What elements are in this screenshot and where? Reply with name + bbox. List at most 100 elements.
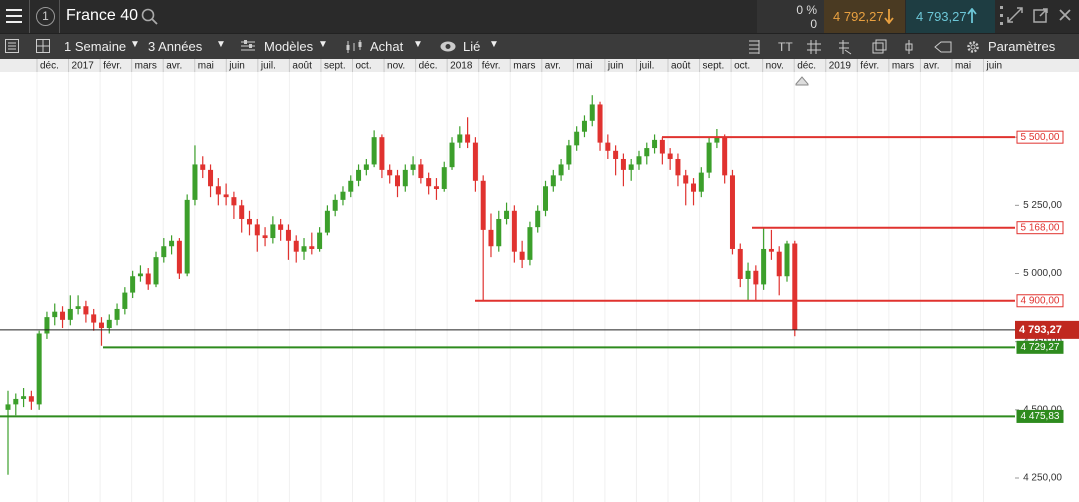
candle-body: [52, 311, 58, 318]
candle-body: [36, 333, 42, 405]
candle-body: [480, 180, 486, 230]
candle-body: [106, 319, 112, 329]
time-label: juin: [607, 61, 624, 72]
time-label: avr.: [923, 61, 939, 72]
settings-icon[interactable]: [966, 40, 980, 54]
candle-body: [441, 167, 447, 189]
settings[interactable]: Paramètres: [988, 39, 1056, 54]
candle-body: [169, 240, 175, 247]
candle-body: [278, 224, 284, 230]
time-label: mars: [892, 61, 914, 72]
dropdown[interactable]: ▼: [318, 39, 328, 50]
level-label: 4 900,00: [1021, 295, 1060, 306]
time-label: mai: [576, 61, 592, 72]
candle-body: [379, 137, 385, 170]
time-label: juin: [986, 61, 1003, 72]
eye-icon[interactable]: [440, 41, 456, 52]
candle-body: [472, 142, 478, 181]
last-price-tag: [1015, 320, 1079, 339]
candle-body: [597, 104, 603, 143]
window-icons[interactable]: [998, 0, 1079, 33]
candle-body: [558, 164, 564, 176]
dropdown[interactable]: ▼: [216, 39, 226, 50]
candle-body: [223, 194, 229, 198]
time-label: 2018: [450, 61, 473, 72]
candle-body: [239, 205, 245, 219]
list-icon[interactable]: [5, 39, 19, 53]
candle-body: [340, 191, 346, 200]
time-label: oct.: [734, 61, 750, 72]
candle-body: [324, 210, 330, 233]
candle-body: [433, 186, 439, 189]
candle-body: [246, 218, 252, 225]
candle-body: [301, 246, 307, 252]
search-icon[interactable]: [141, 8, 158, 25]
candle-body: [659, 139, 665, 154]
layout-icon[interactable]: [36, 39, 50, 53]
top-bar: 1 France 40 0 % 0 4 792,27 4 793,27: [0, 0, 1079, 33]
candle-body: [768, 248, 774, 252]
interval[interactable]: 1 Semaine: [64, 39, 127, 54]
candle-body: [457, 134, 463, 143]
dropdown[interactable]: ▼: [413, 39, 423, 50]
time-label: juil.: [260, 61, 276, 72]
candle-body: [761, 248, 767, 285]
candle-body: [348, 180, 354, 192]
time-label: juil.: [638, 61, 654, 72]
candle-body: [426, 178, 432, 187]
candle-body: [75, 306, 81, 309]
candle-body: [784, 243, 790, 277]
link[interactable]: Lié: [463, 39, 481, 54]
candle-body: [714, 137, 720, 143]
candle-body: [729, 175, 735, 249]
candle-body: [270, 224, 276, 239]
candle-body: [44, 317, 50, 334]
candle-body: [28, 396, 34, 402]
buy-price[interactable]: 4 793,27: [916, 9, 967, 24]
candle-body: [200, 164, 206, 170]
range[interactable]: 3 Années: [148, 39, 203, 54]
time-label: oct.: [356, 61, 372, 72]
time-axis: [0, 59, 1079, 72]
candle-body: [691, 183, 697, 192]
candle-body: [698, 172, 704, 192]
candle-body: [683, 175, 689, 184]
candle-body: [363, 164, 369, 170]
level-tag-fill: [1017, 341, 1063, 354]
time-label: nov.: [766, 61, 784, 72]
time-label: févr.: [103, 61, 122, 72]
candle-body: [776, 251, 782, 277]
chart-tools[interactable]: TT: [745, 38, 960, 56]
templates[interactable]: Modèles: [264, 39, 314, 54]
time-label: nov.: [387, 61, 405, 72]
candle-body: [410, 164, 416, 170]
dropdown[interactable]: ▼: [489, 39, 499, 50]
time-label: 2017: [72, 61, 95, 72]
candle-body: [153, 257, 159, 285]
dropdown[interactable]: ▼: [130, 39, 140, 50]
order[interactable]: Achat: [370, 39, 404, 54]
candle-body: [309, 246, 315, 249]
badge[interactable]: 1: [36, 7, 55, 26]
level-label: 4 475,83: [1021, 411, 1060, 422]
level-tag-fill: [1017, 410, 1063, 423]
time-label: avr.: [166, 61, 182, 72]
last-price-label: 4 793,27: [1019, 324, 1062, 336]
candle-body: [504, 210, 510, 219]
candle-body: [628, 164, 634, 170]
candle-body: [652, 139, 658, 149]
instrument[interactable]: France 40: [66, 7, 139, 24]
candle-body: [620, 158, 626, 170]
candle-body: [706, 142, 712, 173]
templates-icon[interactable]: [241, 40, 255, 53]
candle-body: [192, 164, 198, 200]
sell-price[interactable]: 4 792,27: [833, 9, 884, 24]
candle-body: [449, 142, 455, 168]
candle-body: [488, 229, 494, 247]
menu-icon[interactable]: [6, 9, 22, 23]
candle-body: [745, 270, 751, 279]
time-label: déc.: [797, 61, 816, 72]
time-label: févr.: [482, 61, 501, 72]
order-icon[interactable]: [345, 39, 363, 54]
